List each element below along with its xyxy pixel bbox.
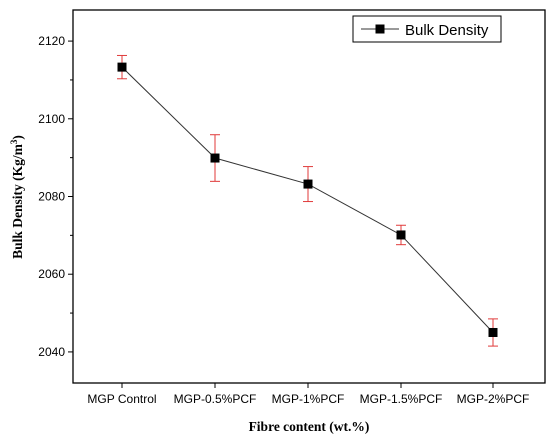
legend: Bulk Density [352, 15, 502, 43]
x-tick-label: MGP-2%PCF [457, 392, 530, 406]
x-axis: MGP Control MGP-0.5%PCF MGP-1%PCF MGP-1.5%P… [87, 383, 529, 406]
y-tick-label: 2060 [38, 267, 65, 281]
y-axis-title-main: Bulk Density (Kg/m [10, 143, 25, 259]
y-axis-title-suffix: ) [10, 135, 25, 140]
data-point-marker [488, 327, 498, 337]
y-tick-label: 2100 [38, 112, 65, 126]
y-tick-label: 2080 [38, 190, 65, 204]
x-tick-label: MGP-1%PCF [272, 392, 345, 406]
x-axis-title: Fibre content (wt.%) [249, 419, 370, 434]
legend-marker [375, 24, 385, 34]
x-tick-label: MGP-1.5%PCF [360, 392, 443, 406]
data-point-marker [210, 153, 220, 163]
data-point-marker [303, 179, 313, 189]
series-layer [117, 54, 498, 347]
plot-frame [72, 9, 546, 384]
data-point-marker [396, 230, 406, 240]
y-axis-title-superscript: 3 [9, 139, 19, 144]
x-tick-label: MGP-0.5%PCF [174, 392, 257, 406]
y-axis: 2040 2060 2080 2100 2120 [38, 34, 73, 359]
legend-label: Bulk Density [405, 22, 489, 39]
y-tick-label: 2120 [38, 34, 65, 48]
data-point-marker [117, 62, 127, 72]
y-tick-label: 2040 [38, 345, 65, 359]
x-tick-label: MGP Control [87, 392, 156, 406]
y-axis-title: Bulk Density (Kg/m3) [9, 135, 25, 259]
